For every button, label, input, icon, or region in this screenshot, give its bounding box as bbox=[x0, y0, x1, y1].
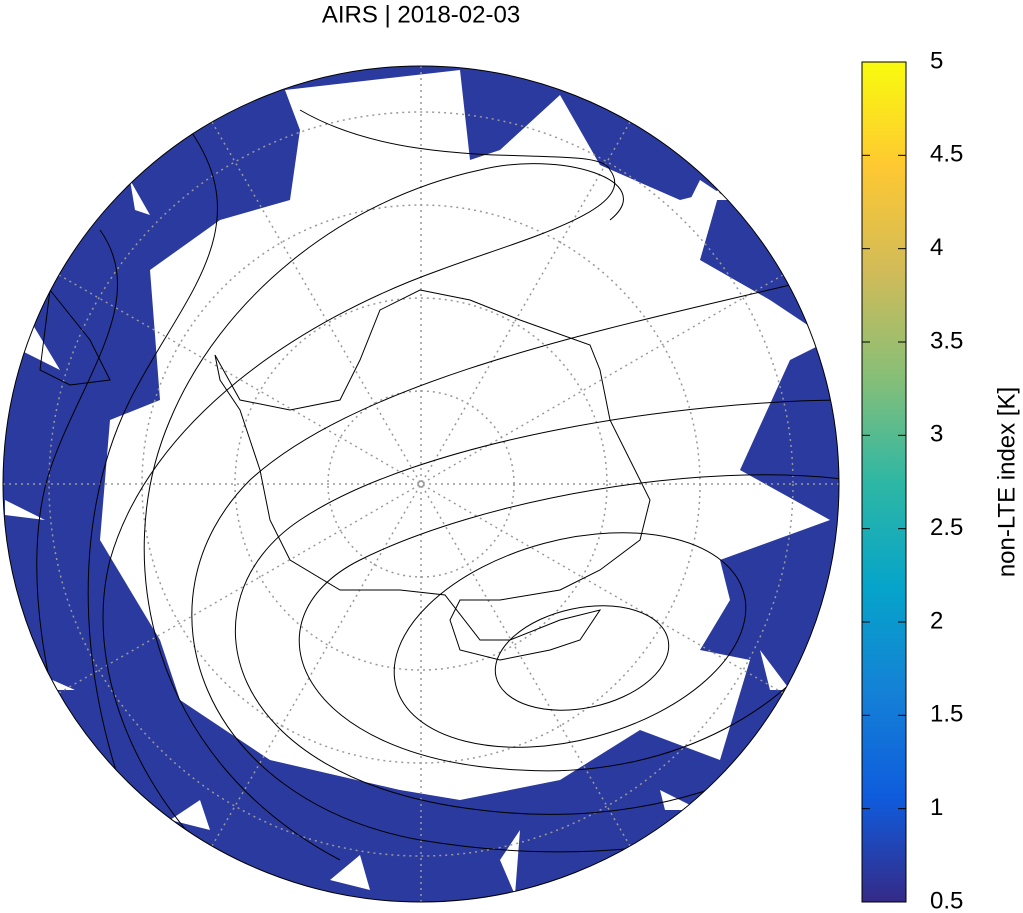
map bbox=[3, 66, 839, 902]
colorbar-tick-label: 3 bbox=[930, 421, 943, 448]
colorbar-tick-label: 0.5 bbox=[930, 887, 963, 913]
colorbar-tick-label: 2.5 bbox=[930, 514, 963, 541]
colorbar-tick-label: 1.5 bbox=[930, 701, 963, 728]
colorbar-label: non-LTE index [K] bbox=[993, 387, 1020, 577]
colorbar-tick-label: 4 bbox=[930, 234, 943, 261]
colorbar-tick-label: 4.5 bbox=[930, 141, 963, 168]
colorbar-tick-label: 1 bbox=[930, 794, 943, 821]
coastline bbox=[214, 289, 651, 661]
colorbar-tick-label: 2 bbox=[930, 607, 943, 634]
coastline bbox=[39, 288, 111, 386]
colorbar-tick-label: 3.5 bbox=[930, 327, 963, 354]
colorbar bbox=[861, 61, 907, 903]
map-border bbox=[2, 65, 840, 903]
graticule bbox=[3, 66, 839, 902]
colorbar-tick-label: 5 bbox=[930, 47, 943, 74]
no-data-area bbox=[100, 70, 830, 800]
title: AIRS | 2018-02-03 bbox=[322, 1, 520, 28]
